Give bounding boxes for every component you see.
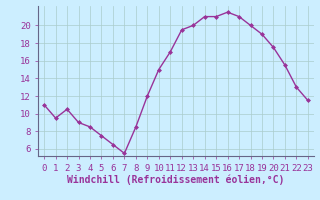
- X-axis label: Windchill (Refroidissement éolien,°C): Windchill (Refroidissement éolien,°C): [67, 174, 285, 185]
